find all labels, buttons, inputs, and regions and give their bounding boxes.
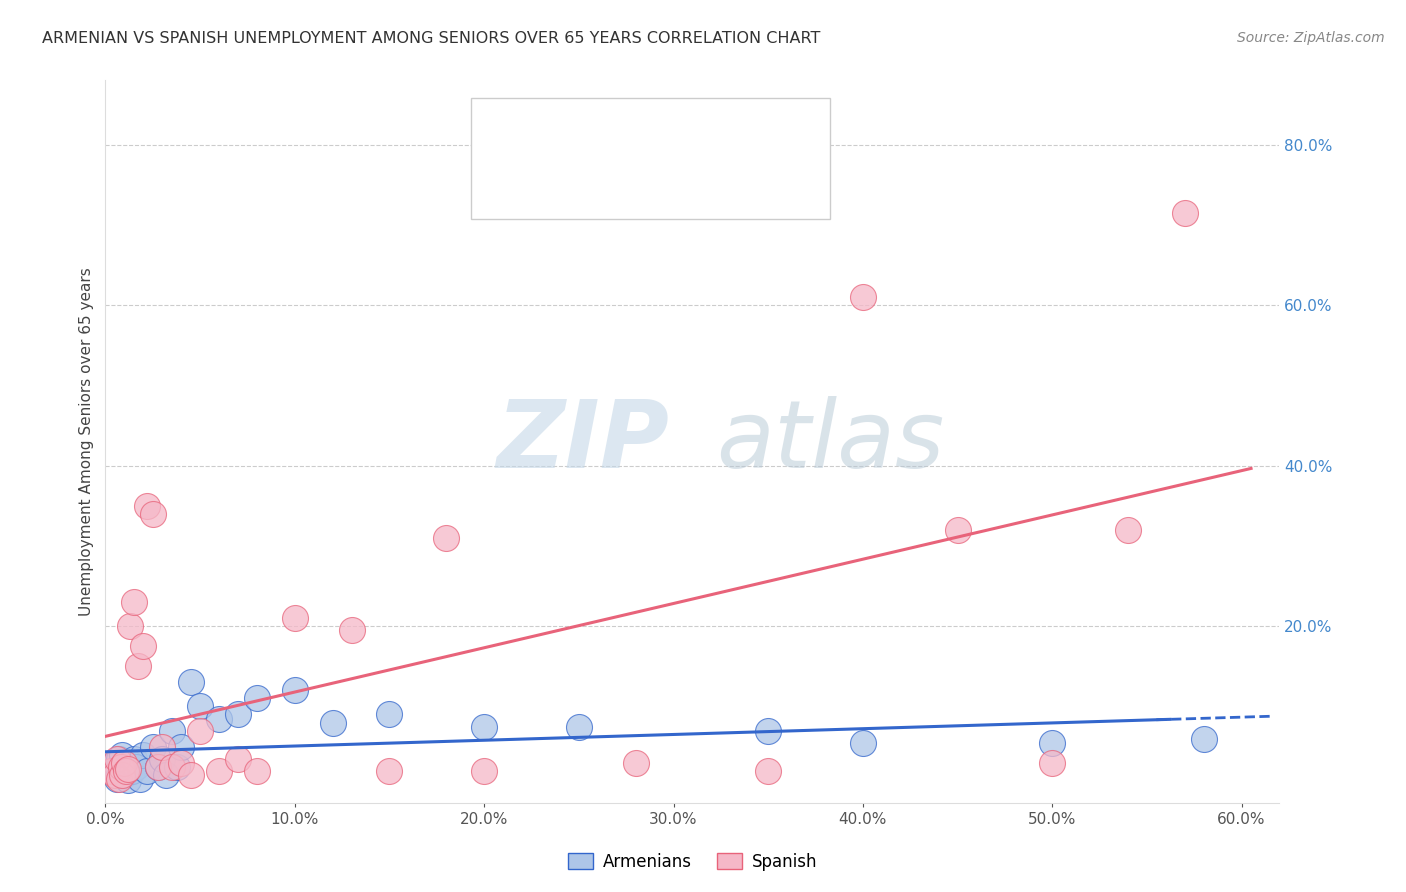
Point [100,764,122,778]
Point [568,719,591,733]
Point [322,715,344,730]
Text: N =: N = [631,177,679,195]
Point [180,767,202,781]
Point [142,507,165,521]
Y-axis label: Unemployment Among Seniors over 65 years: Unemployment Among Seniors over 65 years [79,268,94,615]
Point [166,760,188,774]
Point [852,735,875,749]
Point [160,723,183,738]
Point [208,764,231,778]
Point [148,760,170,774]
Point [120,619,142,633]
Point [624,756,647,770]
Point [246,764,269,778]
Point [127,659,149,673]
Point [105,772,128,786]
Point [1116,523,1139,537]
Point [117,762,139,776]
Text: R =: R = [530,177,567,195]
Point [434,531,457,545]
Point [284,683,307,698]
Text: 0.718: 0.718 [565,177,617,195]
Point [246,691,269,706]
Point [160,760,183,774]
Text: 37: 37 [678,121,702,140]
Point [122,595,145,609]
Point [170,756,193,770]
Point [121,764,143,778]
Point [472,764,495,778]
Point [100,760,122,774]
Point [136,499,159,513]
Point [756,723,779,738]
Point [115,764,138,778]
Point [155,767,177,781]
Text: 0.042: 0.042 [565,121,617,140]
Point [111,747,134,762]
Point [150,751,173,765]
Point [117,773,139,788]
Point [107,772,129,786]
Point [142,739,165,754]
Point [104,756,127,770]
Point [378,764,401,778]
Point [136,764,159,778]
Point [112,756,135,770]
Point [132,639,155,653]
Point [378,707,401,722]
Text: ZIP: ZIP [496,395,669,488]
Point [852,290,875,304]
Point [180,675,202,690]
Point [132,747,155,762]
Point [208,712,231,726]
Point [472,719,495,733]
Point [1174,205,1197,219]
Point [188,723,211,738]
Point [284,611,307,625]
Point [226,707,249,722]
Text: R =: R = [530,121,567,140]
Text: 36: 36 [678,177,700,195]
Text: N =: N = [631,121,679,140]
Point [115,760,138,774]
Point [104,767,127,781]
Point [756,764,779,778]
Point [107,751,129,765]
Point [188,699,211,714]
Legend: Armenians, Spanish: Armenians, Spanish [561,847,824,878]
Point [111,767,134,781]
Point [340,623,363,637]
Point [125,760,148,774]
Point [112,767,135,781]
Point [120,756,142,770]
Point [150,739,173,754]
Point [226,751,249,765]
Point [110,760,132,774]
Text: atlas: atlas [716,396,945,487]
Point [1040,735,1063,749]
Point [110,764,132,778]
Point [170,739,193,754]
Point [128,772,150,786]
Text: ARMENIAN VS SPANISH UNEMPLOYMENT AMONG SENIORS OVER 65 YEARS CORRELATION CHART: ARMENIAN VS SPANISH UNEMPLOYMENT AMONG S… [42,31,821,46]
Text: Source: ZipAtlas.com: Source: ZipAtlas.com [1237,31,1385,45]
Point [1040,756,1063,770]
Point [148,760,170,774]
Point [122,751,145,765]
Point [1192,731,1215,746]
Point [946,523,969,537]
Point [105,751,128,765]
